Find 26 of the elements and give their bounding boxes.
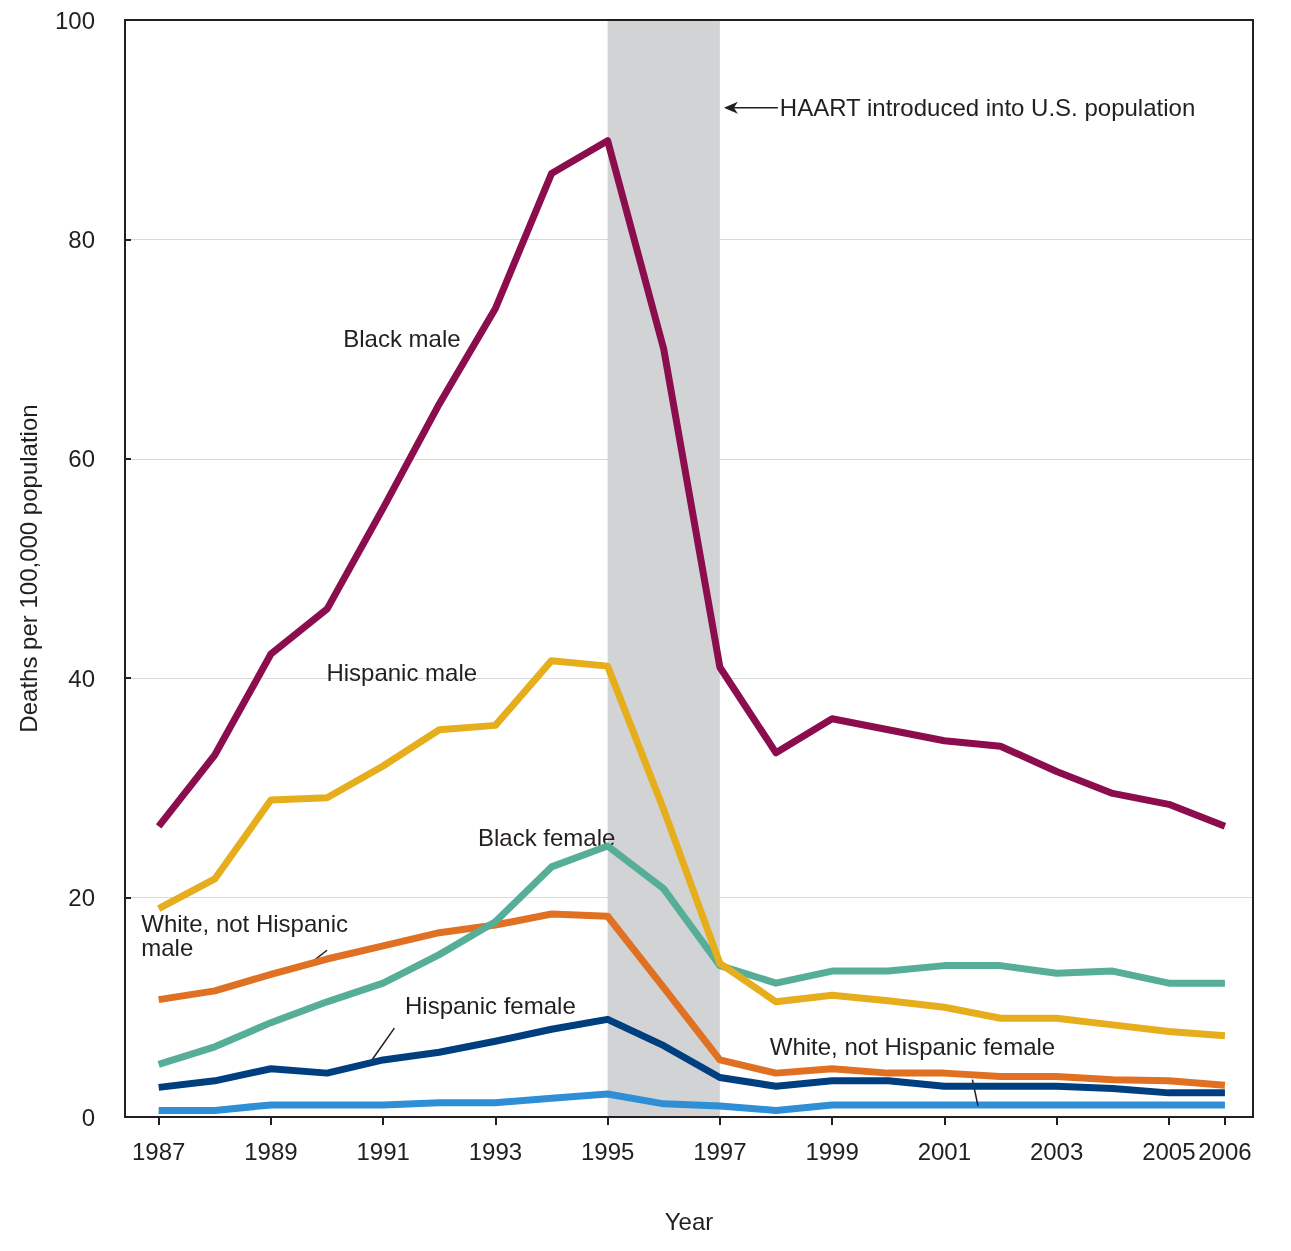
y-tick-label: 80 xyxy=(68,225,95,253)
x-tick-label: 1999 xyxy=(805,1137,859,1165)
x-tick-label: 2006 xyxy=(1198,1137,1252,1165)
series-label: White, not Hispanic male xyxy=(141,910,348,962)
series-label: Hispanic female xyxy=(404,991,576,1019)
x-axis-title: Year xyxy=(664,1207,714,1235)
x-tick-label: 2003 xyxy=(1029,1137,1084,1165)
series-label: Black male xyxy=(343,324,461,352)
x-tick-label: 2001 xyxy=(917,1137,972,1165)
x-tick-label: 2005 xyxy=(1142,1137,1196,1165)
x-tick-label: 1997 xyxy=(693,1137,747,1165)
x-tick-label: 1991 xyxy=(356,1137,410,1165)
x-tick-label: 1993 xyxy=(468,1137,523,1165)
y-tick-label: 40 xyxy=(68,664,95,692)
band-label: HAART introduced into U.S. population xyxy=(779,94,1196,122)
series-label: Black female xyxy=(477,823,616,851)
series-label: Hispanic male xyxy=(326,659,478,687)
series-label: White, not Hispanic female xyxy=(769,1033,1056,1061)
x-tick-label: 1989 xyxy=(244,1137,298,1165)
y-tick-label: 60 xyxy=(68,445,95,473)
y-tick-label: 20 xyxy=(68,884,95,912)
y-tick-label: 0 xyxy=(81,1103,95,1131)
x-tick-label: 1995 xyxy=(580,1137,635,1165)
y-tick-label: 100 xyxy=(54,6,95,34)
y-axis-title: Deaths per 100,000 population xyxy=(14,404,42,733)
x-tick-label: 1987 xyxy=(131,1137,186,1165)
